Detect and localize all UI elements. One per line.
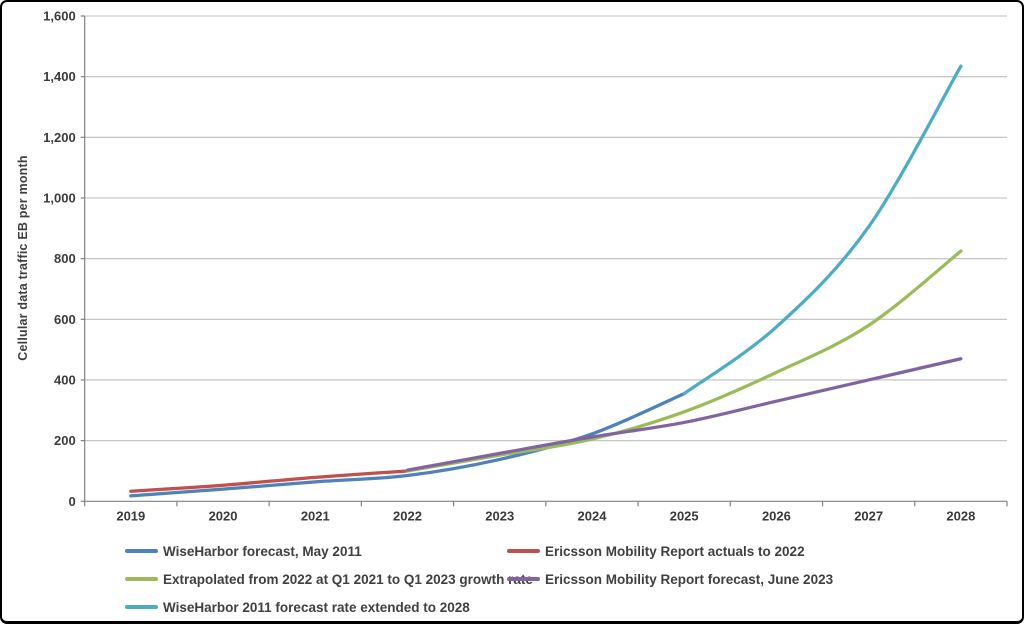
legend-line-swatch-icon (125, 549, 158, 553)
x-tick-label: 2027 (854, 508, 883, 523)
series-line (682, 64, 963, 396)
legend-line-swatch-icon (507, 549, 540, 553)
line-chart: 0 200 400 600 800 1,000 1,200 1,400 1,600 2019 202… (43, 9, 1008, 523)
x-tick-label: 2022 (393, 508, 422, 523)
y-tick-label: 1,600 (43, 9, 76, 24)
legend-item: Ericsson Mobility Report actuals to 2022 (507, 537, 805, 565)
legend-row: WiseHarbor 2011 forecast rate extended t… (125, 593, 1005, 621)
x-tick-label: 2020 (209, 508, 238, 523)
legend-row: WiseHarbor forecast, May 2011 Ericsson Mo… (125, 537, 1005, 565)
legend-line-swatch-icon (125, 577, 158, 581)
x-tick-label: 2024 (578, 508, 608, 523)
legend-label: Ericsson Mobility Report actuals to 2022 (545, 543, 805, 559)
chart-legend: WiseHarbor forecast, May 2011 Ericsson Mo… (125, 537, 1005, 621)
x-tick-label: 2023 (485, 508, 514, 523)
series-line (129, 391, 686, 498)
y-tick-label: 1,000 (43, 190, 76, 205)
legend-label: Ericsson Mobility Report forecast, June … (545, 571, 834, 587)
legend-line-swatch-icon (125, 605, 158, 609)
x-tick-label: 2026 (762, 508, 791, 523)
legend-item: Extrapolated from 2022 at Q1 2021 to Q1 … (125, 565, 533, 593)
x-tick-label: 2025 (670, 508, 699, 523)
y-tick-label: 400 (54, 372, 76, 387)
series-line (405, 357, 963, 472)
legend-row: Extrapolated from 2022 at Q1 2021 to Q1 … (125, 565, 1005, 593)
series-line (405, 249, 963, 473)
legend-item: Ericsson Mobility Report forecast, June … (507, 565, 833, 593)
y-tick-label: 600 (54, 312, 76, 327)
legend-label: WiseHarbor forecast, May 2011 (163, 543, 362, 559)
legend-item: WiseHarbor 2011 forecast rate extended t… (125, 593, 470, 621)
legend-line-swatch-icon (507, 577, 540, 581)
series-line (129, 469, 410, 493)
legend-label: Extrapolated from 2022 at Q1 2021 to Q1 … (163, 571, 533, 587)
legend-label: WiseHarbor 2011 forecast rate extended t… (163, 599, 470, 615)
x-tick-label: 2028 (946, 508, 975, 523)
x-tick-label: 2021 (301, 508, 330, 523)
legend-item: WiseHarbor forecast, May 2011 (125, 537, 362, 565)
y-tick-label: 800 (54, 251, 76, 266)
y-tick-label: 200 (54, 433, 76, 448)
y-tick-label: 1,400 (43, 69, 76, 84)
y-tick-label: 0 (68, 494, 75, 509)
y-tick-label: 1,200 (43, 130, 76, 145)
x-tick-label: 2019 (116, 508, 145, 523)
